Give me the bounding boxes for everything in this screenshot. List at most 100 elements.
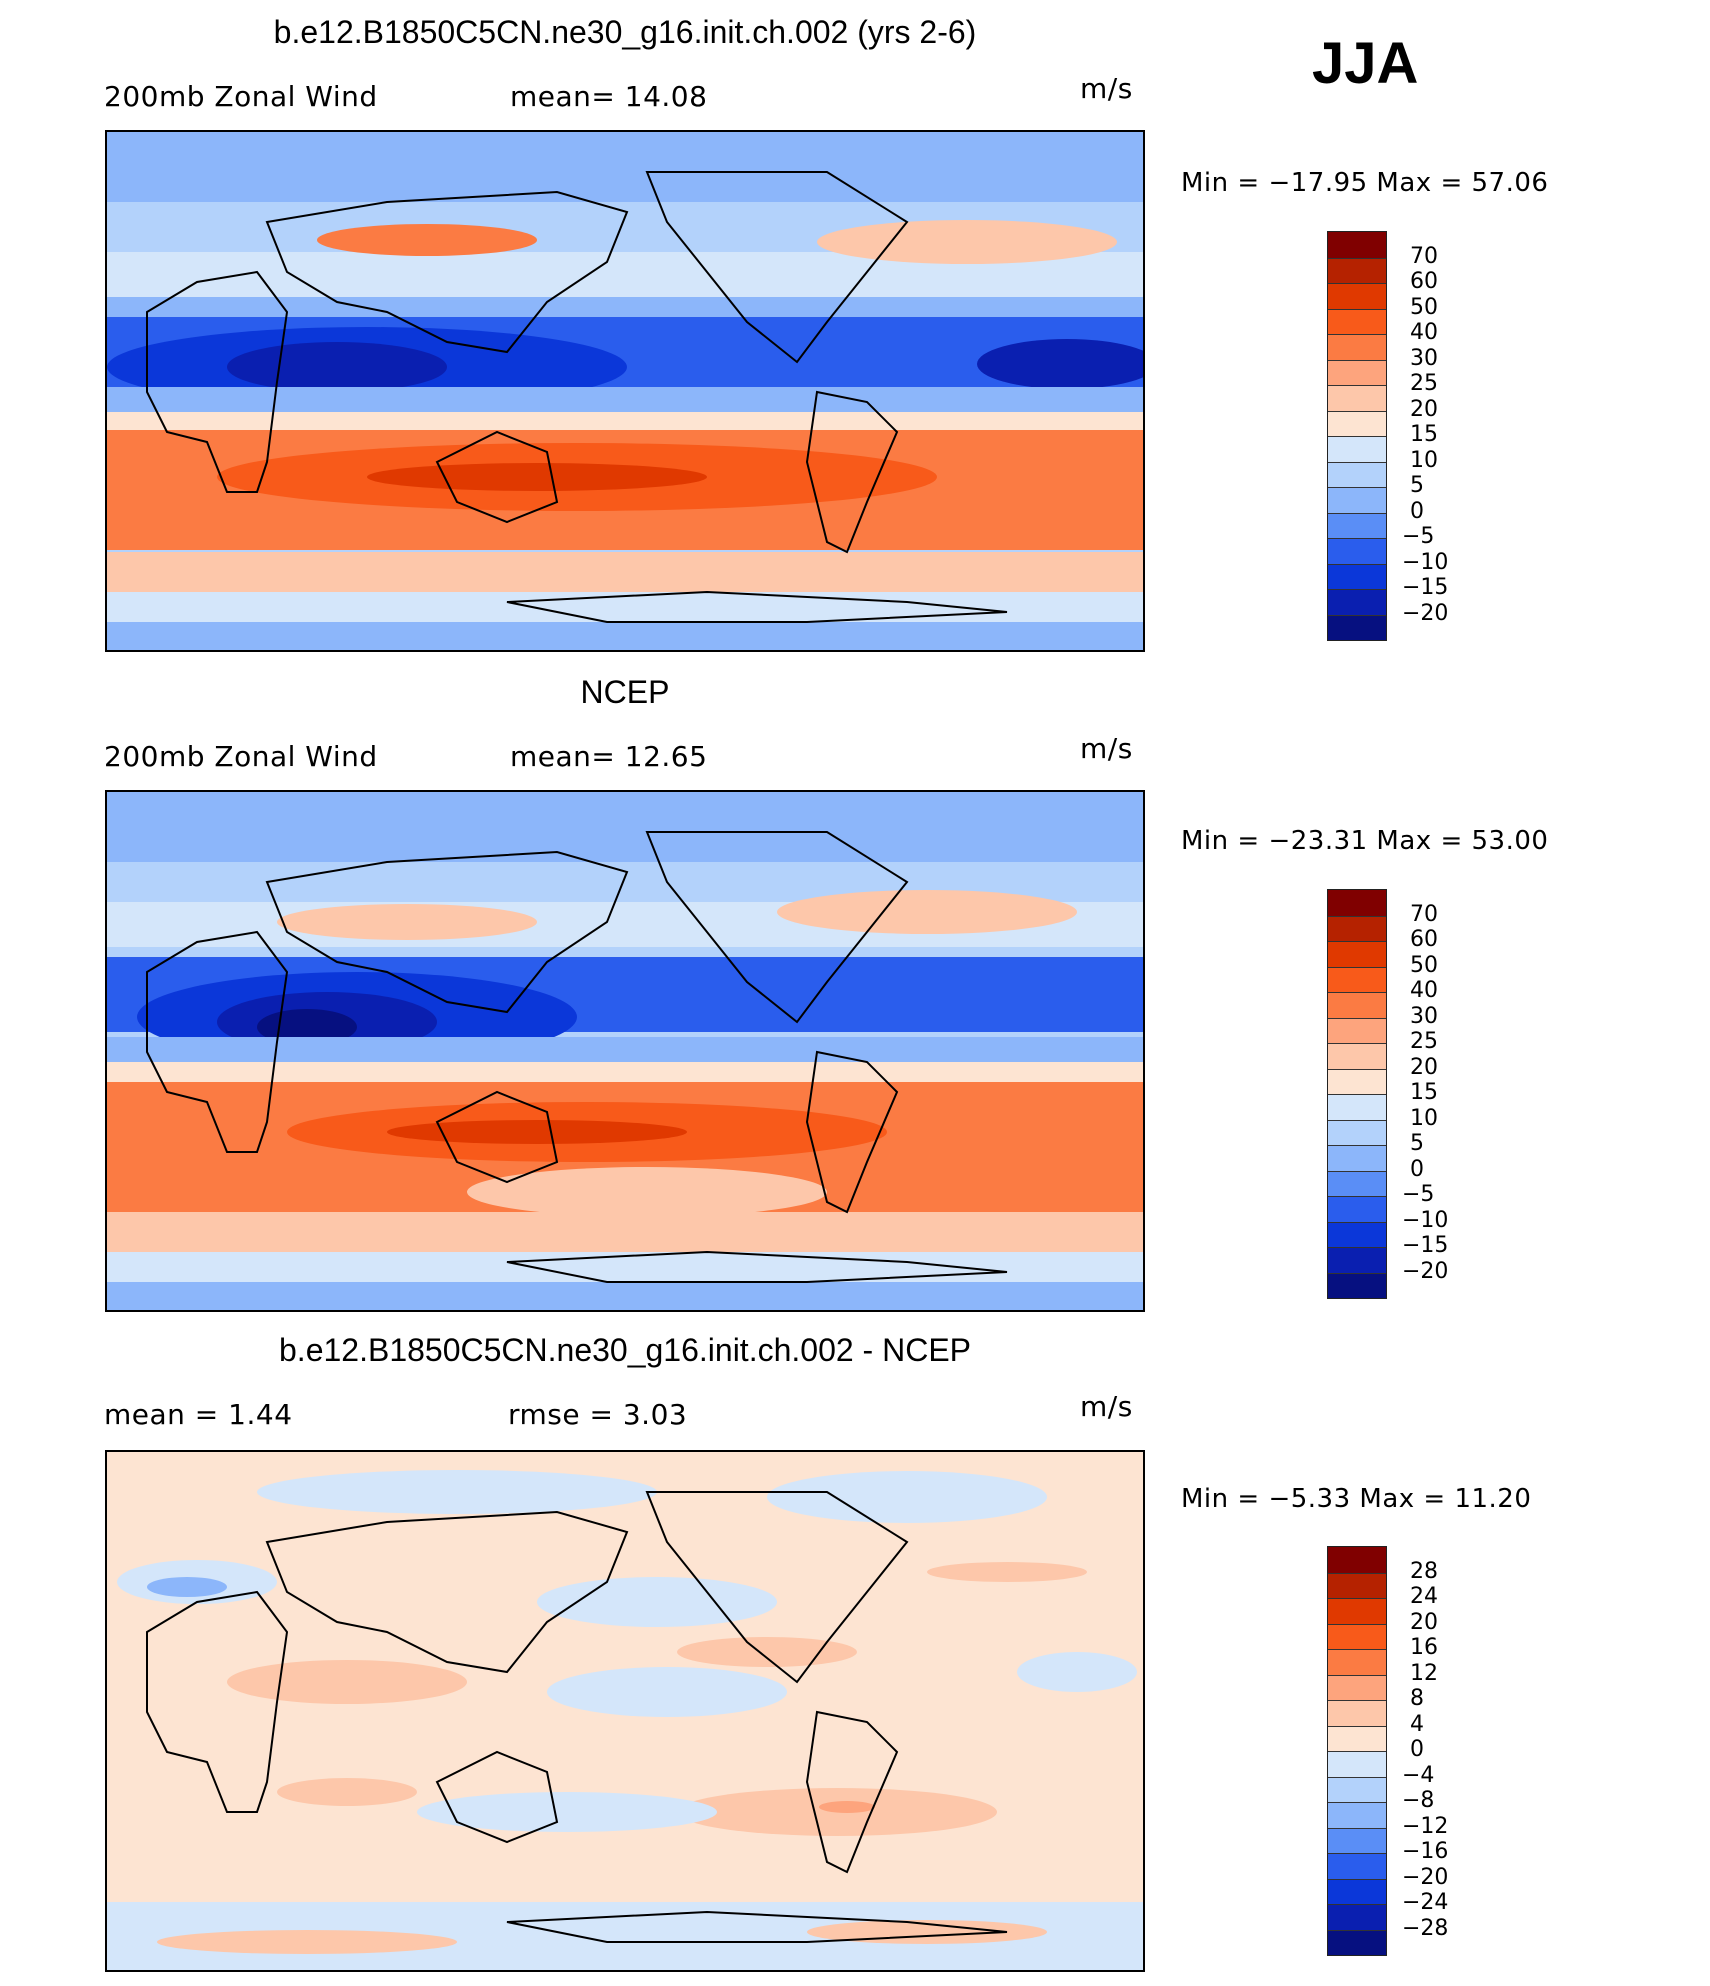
colorbar-swatch xyxy=(1328,461,1386,487)
colorbar-tick-label: 25 xyxy=(1410,1029,1438,1054)
colorbar-tick-label: 0 xyxy=(1410,1156,1424,1182)
colorbar-swatch xyxy=(1328,614,1386,640)
panel-3-title: b.e12.B1850C5CN.ne30_g16.init.ch.002 - N… xyxy=(279,1332,971,1368)
colorbar-swatch xyxy=(1328,1196,1386,1222)
colorbar-tick-label: −4 xyxy=(1402,1762,1435,1788)
panel-2-map xyxy=(105,790,1145,1312)
colorbar-swatch xyxy=(1328,1623,1386,1649)
colorbar-tick-label: −10 xyxy=(1402,1207,1449,1233)
colorbar-tick-label: −15 xyxy=(1402,575,1449,600)
panel-3-mean-label: mean = 1.44 xyxy=(104,1398,293,1431)
colorbar-swatch xyxy=(1328,1247,1386,1273)
colorbar-swatch xyxy=(1328,1119,1386,1145)
colorbar-tick-label: 50 xyxy=(1410,294,1438,320)
panel-2-map-svg xyxy=(107,792,1143,1310)
panel-1-title: b.e12.B1850C5CN.ne30_g16.init.ch.002 (yr… xyxy=(273,14,977,50)
colorbar-tick-label: −20 xyxy=(1402,1258,1449,1284)
colorbar-swatch xyxy=(1328,1674,1386,1700)
colorbar-swatch xyxy=(1328,410,1386,436)
colorbar-tick-label: 5 xyxy=(1410,473,1424,498)
colorbar-swatch xyxy=(1328,1751,1386,1777)
colorbar-swatch xyxy=(1328,385,1386,411)
colorbar-swatch xyxy=(1328,1904,1386,1930)
colorbar-tick-label: 0 xyxy=(1410,1737,1424,1762)
colorbar-swatch xyxy=(1328,512,1386,538)
panel-1-min-max: Min = −17.95 Max = 57.06 xyxy=(1181,168,1549,198)
colorbar-tick-label: −16 xyxy=(1402,1839,1449,1864)
colorbar-swatch xyxy=(1328,359,1386,385)
colorbar-swatch xyxy=(1328,334,1386,360)
colorbar-swatch xyxy=(1328,1598,1386,1624)
colorbar-swatch xyxy=(1328,232,1386,258)
colorbar-tick-label: 24 xyxy=(1410,1584,1438,1609)
colorbar-swatch xyxy=(1328,563,1386,589)
colorbar-swatch xyxy=(1328,487,1386,513)
colorbar-tick-label: 70 xyxy=(1410,901,1438,927)
colorbar-tick-label: 70 xyxy=(1410,243,1438,269)
colorbar-swatch xyxy=(1328,1802,1386,1828)
colorbar-tick-label: −20 xyxy=(1402,600,1449,626)
colorbar-tick-label: 4 xyxy=(1410,1711,1424,1737)
colorbar-swatch xyxy=(1328,941,1386,967)
colorbar-tick-label: 12 xyxy=(1410,1660,1438,1686)
colorbar-tick-label: 25 xyxy=(1410,371,1438,396)
colorbar-tick-label: 60 xyxy=(1410,927,1438,952)
season-label: JJA xyxy=(1312,31,1419,96)
colorbar-swatch xyxy=(1328,1170,1386,1196)
colorbar-tick-label: −20 xyxy=(1402,1864,1449,1890)
colorbar-tick-label: −5 xyxy=(1402,1182,1435,1207)
colorbar-tick-label: 50 xyxy=(1410,952,1438,978)
colorbar-tick-label: 60 xyxy=(1410,269,1438,294)
colorbar-swatch xyxy=(1328,1221,1386,1247)
panel-3-map-svg xyxy=(107,1452,1143,1970)
colorbar-tick-label: 30 xyxy=(1410,1003,1438,1029)
colorbar-swatch xyxy=(1328,1878,1386,1904)
colorbar-tick-label: −28 xyxy=(1402,1915,1449,1941)
colorbar-swatch xyxy=(1328,1043,1386,1069)
colorbar-tick-label: 16 xyxy=(1410,1635,1438,1660)
panel-1-variable-label: 200mb Zonal Wind xyxy=(104,80,378,113)
panel-1-units: m/s xyxy=(1080,72,1133,105)
colorbar-tick-label: 30 xyxy=(1410,345,1438,371)
panel-3-min-max: Min = −5.33 Max = 11.20 xyxy=(1181,1484,1532,1514)
colorbar-swatch xyxy=(1328,589,1386,615)
panel-1-map-svg xyxy=(107,132,1143,650)
colorbar-swatch xyxy=(1328,1776,1386,1802)
panel-3-map xyxy=(105,1450,1145,1972)
panel-2-colorbar xyxy=(1327,889,1387,1299)
colorbar-tick-label: −10 xyxy=(1402,549,1449,575)
colorbar-tick-label: −8 xyxy=(1402,1788,1435,1813)
panel-3-colorbar xyxy=(1327,1546,1387,1956)
panel-1-map xyxy=(105,130,1145,652)
colorbar-swatch xyxy=(1328,1827,1386,1853)
panel-3-units: m/s xyxy=(1080,1390,1133,1423)
colorbar-swatch xyxy=(1328,436,1386,462)
colorbar-tick-label: −12 xyxy=(1402,1813,1449,1839)
colorbar-tick-label: −24 xyxy=(1402,1890,1449,1915)
colorbar-swatch xyxy=(1328,1145,1386,1171)
colorbar-swatch xyxy=(1328,1700,1386,1726)
colorbar-tick-label: 10 xyxy=(1410,447,1438,473)
colorbar-swatch xyxy=(1328,890,1386,916)
panel-2-min-max: Min = −23.31 Max = 53.00 xyxy=(1181,826,1549,856)
colorbar-swatch xyxy=(1328,1068,1386,1094)
colorbar-tick-label: 40 xyxy=(1410,320,1438,345)
panel-2-mean-label: mean= 12.65 xyxy=(510,740,708,773)
colorbar-swatch xyxy=(1328,1572,1386,1598)
colorbar-tick-label: 10 xyxy=(1410,1105,1438,1131)
colorbar-swatch xyxy=(1328,992,1386,1018)
colorbar-swatch xyxy=(1328,1725,1386,1751)
colorbar-swatch xyxy=(1328,308,1386,334)
colorbar-swatch xyxy=(1328,1547,1386,1573)
colorbar-tick-label: 15 xyxy=(1410,422,1438,447)
colorbar-tick-label: 0 xyxy=(1410,498,1424,524)
colorbar-tick-label: 40 xyxy=(1410,978,1438,1003)
colorbar-tick-label: 5 xyxy=(1410,1131,1424,1156)
panel-2-title: NCEP xyxy=(580,674,670,710)
colorbar-swatch xyxy=(1328,1272,1386,1298)
colorbar-swatch xyxy=(1328,915,1386,941)
colorbar-swatch xyxy=(1328,1017,1386,1043)
panel-1-mean-label: mean= 14.08 xyxy=(510,80,708,113)
colorbar-tick-label: 20 xyxy=(1410,1609,1438,1635)
colorbar-tick-label: 15 xyxy=(1410,1080,1438,1105)
